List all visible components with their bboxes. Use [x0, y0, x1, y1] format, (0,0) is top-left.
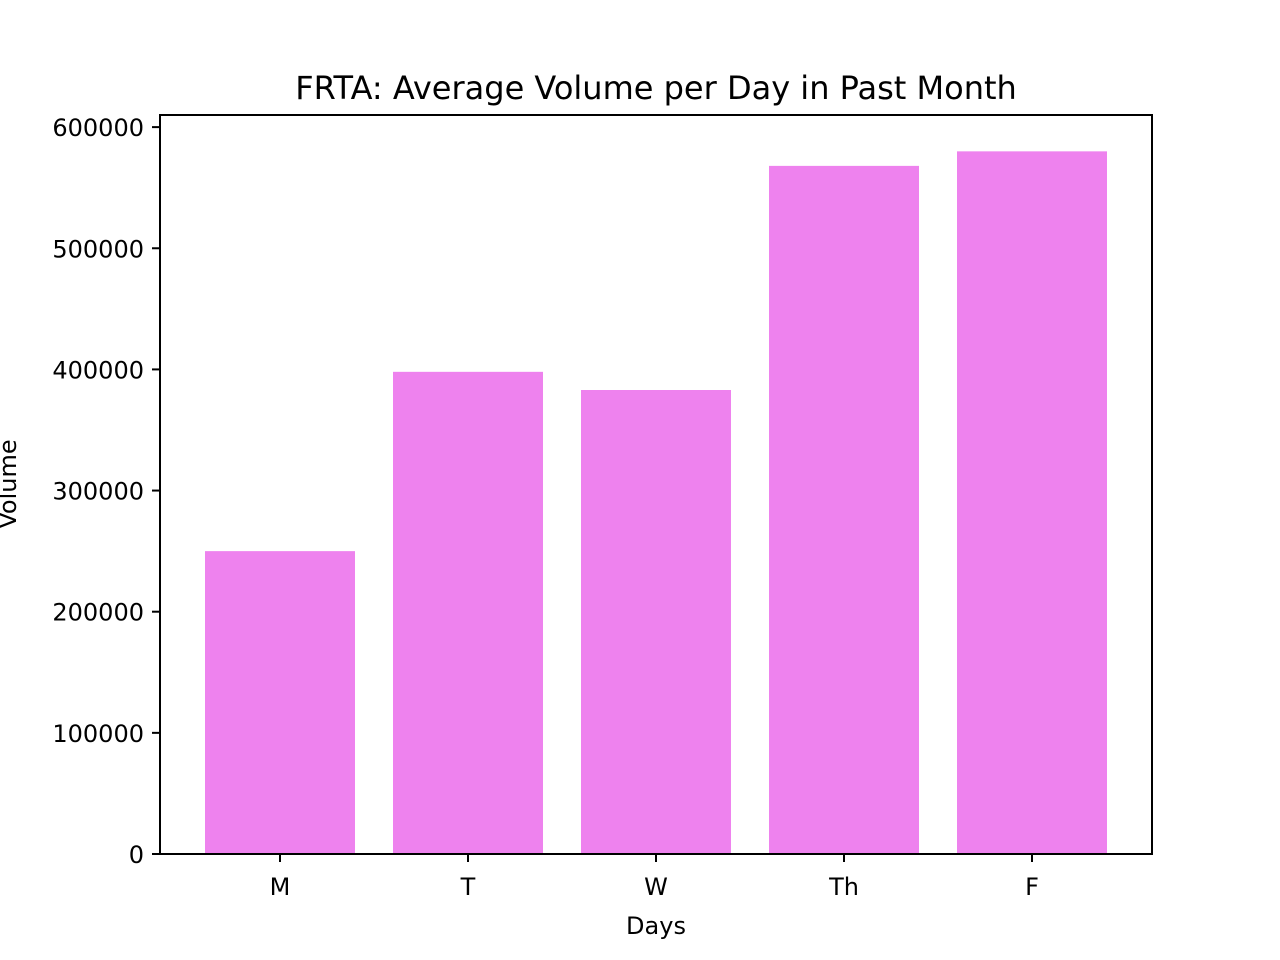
x-tick-label: F — [1025, 873, 1039, 901]
y-tick-label: 400000 — [52, 356, 144, 384]
y-tick-label: 0 — [129, 841, 144, 869]
bar-th — [769, 165, 919, 855]
x-tick-label: T — [460, 873, 476, 901]
bar-w — [581, 390, 731, 854]
y-tick-label: 200000 — [52, 599, 144, 627]
x-tick-label: W — [644, 873, 668, 901]
y-axis: 0 100000 200000 300000 400000 500000 600000 — [52, 114, 160, 869]
y-tick-label: 100000 — [52, 720, 144, 748]
y-tick-label: 600000 — [52, 114, 144, 142]
y-tick-label: 500000 — [52, 235, 144, 263]
bar-m — [205, 551, 355, 854]
bar-t — [393, 371, 543, 854]
x-tick-label: M — [270, 873, 291, 901]
bars-group — [205, 151, 1107, 855]
x-axis-label: Days — [626, 912, 686, 940]
chart-title: FRTA: Average Volume per Day in Past Mon… — [295, 69, 1017, 107]
x-tick-label: Th — [828, 873, 859, 901]
y-axis-label: Volume — [0, 439, 22, 528]
bar-f — [957, 151, 1107, 855]
x-axis: M T W Th F — [270, 854, 1039, 901]
y-tick-label: 300000 — [52, 478, 144, 506]
